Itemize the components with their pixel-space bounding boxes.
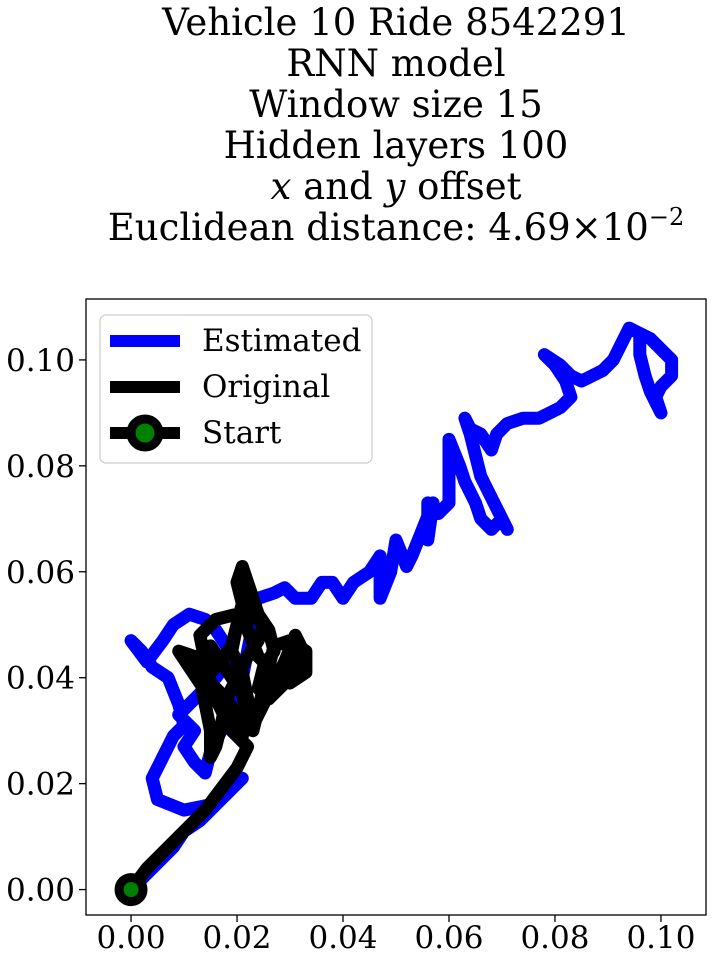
x-tick-label: 0.02: [203, 920, 272, 956]
axes-frame: [85, 298, 707, 916]
legend-original-label: Original: [202, 369, 330, 405]
title-distance-text: Euclidean distance: 4.69: [107, 206, 571, 249]
y-tick-label: 0.02: [6, 767, 75, 803]
y-tick-label: 0.06: [6, 555, 75, 591]
y-axis: 0.00 0.02 0.04 0.06 0.08 0.10: [6, 343, 86, 909]
legend-start-label: Start: [202, 415, 282, 451]
title-x-var: x: [270, 165, 292, 208]
series-layer: [114, 321, 679, 907]
series-estimated-line: [124, 321, 679, 897]
legend-estimated-label: Estimated: [202, 323, 361, 359]
title-line-model: RNN model: [286, 42, 506, 85]
title-line-hidden: Hidden layers 100: [223, 124, 569, 167]
start-marker: [114, 873, 148, 907]
x-tick-label: 0.10: [626, 920, 695, 956]
y-tick-label: 0.04: [6, 661, 75, 697]
title-exponent: −2: [648, 203, 685, 231]
y-tick-label: 0.00: [6, 873, 75, 909]
title-y-var: y: [384, 165, 406, 208]
title-line-window: Window size 15: [249, 83, 543, 126]
title-times-sign: ×: [570, 206, 602, 249]
series-original-line: [124, 560, 313, 897]
legend-frame: [99, 314, 373, 464]
legend: Estimated Original Start: [99, 314, 373, 464]
y-tick-label: 0.10: [6, 343, 75, 379]
title-line-vehicle: Vehicle 10 Ride 8542291: [162, 1, 630, 44]
x-tick-label: 0.08: [520, 920, 589, 956]
x-tick-label: 0.04: [308, 920, 377, 956]
title-line-distance: Euclidean distance: 4.69×10−2: [0, 205, 712, 249]
legend-start-marker: [126, 414, 164, 452]
title-offset-word: offset: [405, 165, 522, 208]
x-axis: 0.00 0.02 0.04 0.06 0.08 0.10: [97, 915, 695, 956]
x-tick-label: 0.00: [97, 920, 166, 956]
x-tick-label: 0.06: [414, 920, 483, 956]
chart-title: Vehicle 10 Ride 8542291 RNN model Window…: [0, 2, 712, 248]
title-base: 10: [601, 206, 649, 249]
y-tick-label: 0.08: [6, 449, 75, 485]
title-line-offset: x and y offset: [0, 166, 712, 207]
title-and: and: [291, 165, 385, 208]
